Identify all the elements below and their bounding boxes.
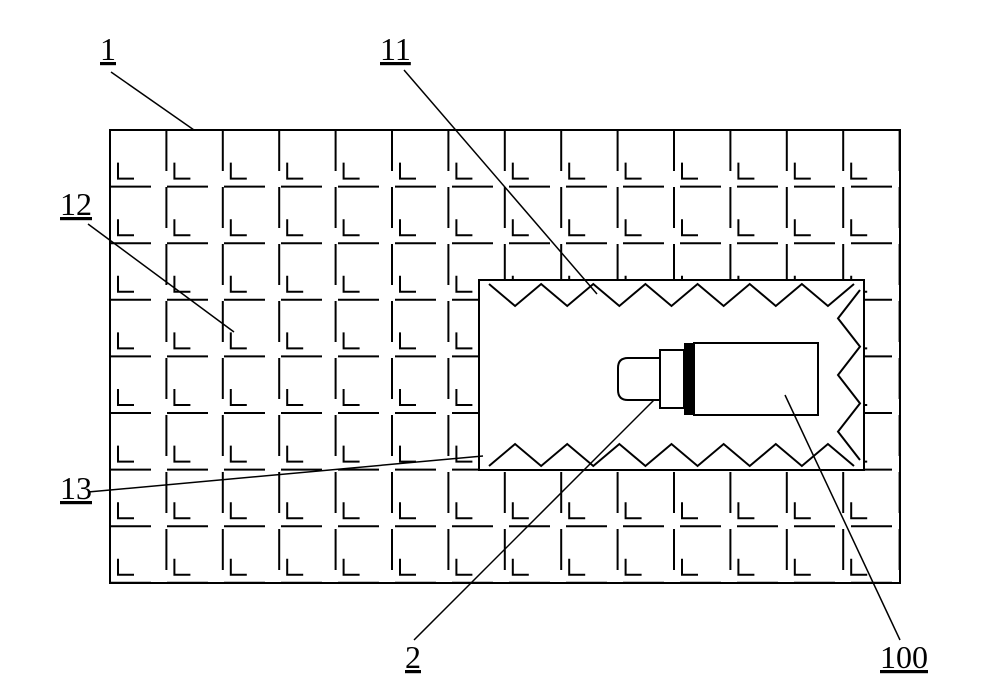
grid-cell-tick <box>456 163 472 179</box>
grid-cell-tick <box>513 502 529 518</box>
grid-cell-tick <box>231 389 247 405</box>
grid-cell-tick <box>344 559 360 575</box>
label-1: 1 <box>100 31 116 67</box>
grid-cell-tick <box>287 389 303 405</box>
grid-cell-tick <box>738 502 754 518</box>
grid-cell-tick <box>344 332 360 348</box>
label-2: 2 <box>405 639 421 675</box>
grid-cell-tick <box>400 219 416 235</box>
grid-cell-tick <box>456 446 472 462</box>
grid-cell-tick <box>513 559 529 575</box>
grid-cell-tick <box>626 219 642 235</box>
grid-cell-tick <box>118 332 134 348</box>
grid-cell-tick <box>287 219 303 235</box>
grid-cell-tick <box>738 219 754 235</box>
grid-cell-tick <box>174 332 190 348</box>
grid-cell-tick <box>626 502 642 518</box>
grid-cell-tick <box>231 276 247 292</box>
device-nose <box>618 358 660 400</box>
grid-cell-tick <box>400 389 416 405</box>
grid-cell-tick <box>118 559 134 575</box>
grid-cell-tick <box>287 163 303 179</box>
label-13: 13 <box>60 470 92 506</box>
grid-cell-tick <box>569 502 585 518</box>
grid-cell-tick <box>513 163 529 179</box>
grid-cell-tick <box>456 502 472 518</box>
grid-cell-tick <box>118 502 134 518</box>
grid-cell-tick <box>174 163 190 179</box>
grid-cell-tick <box>344 163 360 179</box>
grid-cell-tick <box>569 163 585 179</box>
grid-cell-tick <box>400 446 416 462</box>
grid-cell-tick <box>851 219 867 235</box>
grid-cell-tick <box>118 276 134 292</box>
grid-cell-tick <box>231 332 247 348</box>
grid-cell-tick <box>344 276 360 292</box>
grid-cell-tick <box>118 219 134 235</box>
grid-cell-tick <box>456 276 472 292</box>
grid-cell-tick <box>626 559 642 575</box>
grid-cell-tick <box>456 389 472 405</box>
grid-cell-tick <box>118 163 134 179</box>
grid-cell-tick <box>174 446 190 462</box>
grid-cell-tick <box>626 163 642 179</box>
grid-cell-tick <box>174 502 190 518</box>
grid-cell-tick <box>682 163 698 179</box>
grid-cell-tick <box>513 219 529 235</box>
grid-cell-tick <box>174 219 190 235</box>
grid-cell-tick <box>682 219 698 235</box>
grid-cell-tick <box>118 389 134 405</box>
grid-cell-tick <box>287 502 303 518</box>
label-11: 11 <box>380 31 411 67</box>
grid-cell-tick <box>682 502 698 518</box>
grid-cell-tick <box>287 332 303 348</box>
device-bar <box>684 343 694 415</box>
grid-cell-tick <box>400 502 416 518</box>
grid-cell-tick <box>174 389 190 405</box>
label-12: 12 <box>60 186 92 222</box>
grid-cell-tick <box>231 163 247 179</box>
grid-cell-tick <box>851 559 867 575</box>
grid-cell-tick <box>344 219 360 235</box>
grid-cell-tick <box>400 276 416 292</box>
grid-cell-tick <box>400 559 416 575</box>
grid-cell-tick <box>569 219 585 235</box>
grid-cell-tick <box>795 559 811 575</box>
grid-cell-tick <box>851 163 867 179</box>
grid-cell-tick <box>851 502 867 518</box>
grid-cell-tick <box>682 559 698 575</box>
grid-cell-tick <box>174 559 190 575</box>
leader-line-13 <box>88 456 483 492</box>
label-100: 100 <box>880 639 928 675</box>
grid-cell-tick <box>456 332 472 348</box>
grid-cell-tick <box>231 219 247 235</box>
grid-cell-tick <box>231 502 247 518</box>
grid-cell-tick <box>738 559 754 575</box>
grid-cell-tick <box>344 389 360 405</box>
grid-cell-tick <box>118 446 134 462</box>
device-collar <box>660 350 684 408</box>
grid-cell-tick <box>456 219 472 235</box>
grid-cell-tick <box>400 332 416 348</box>
grid-cell-tick <box>231 446 247 462</box>
grid-cell-tick <box>400 163 416 179</box>
grid-cell-tick <box>795 502 811 518</box>
grid-cell-tick <box>456 559 472 575</box>
grid-cell-tick <box>231 559 247 575</box>
device-body <box>694 343 818 415</box>
grid-cell-tick <box>287 559 303 575</box>
grid-cell-tick <box>795 219 811 235</box>
leader-line-1 <box>111 72 194 130</box>
grid-cell-tick <box>795 163 811 179</box>
grid-cell-tick <box>738 163 754 179</box>
grid-cell-tick <box>287 446 303 462</box>
grid-cell-tick <box>569 559 585 575</box>
grid-cell-tick <box>287 276 303 292</box>
leader-line-11 <box>404 70 597 294</box>
grid-cell-tick <box>344 502 360 518</box>
grid-cell-tick <box>344 446 360 462</box>
